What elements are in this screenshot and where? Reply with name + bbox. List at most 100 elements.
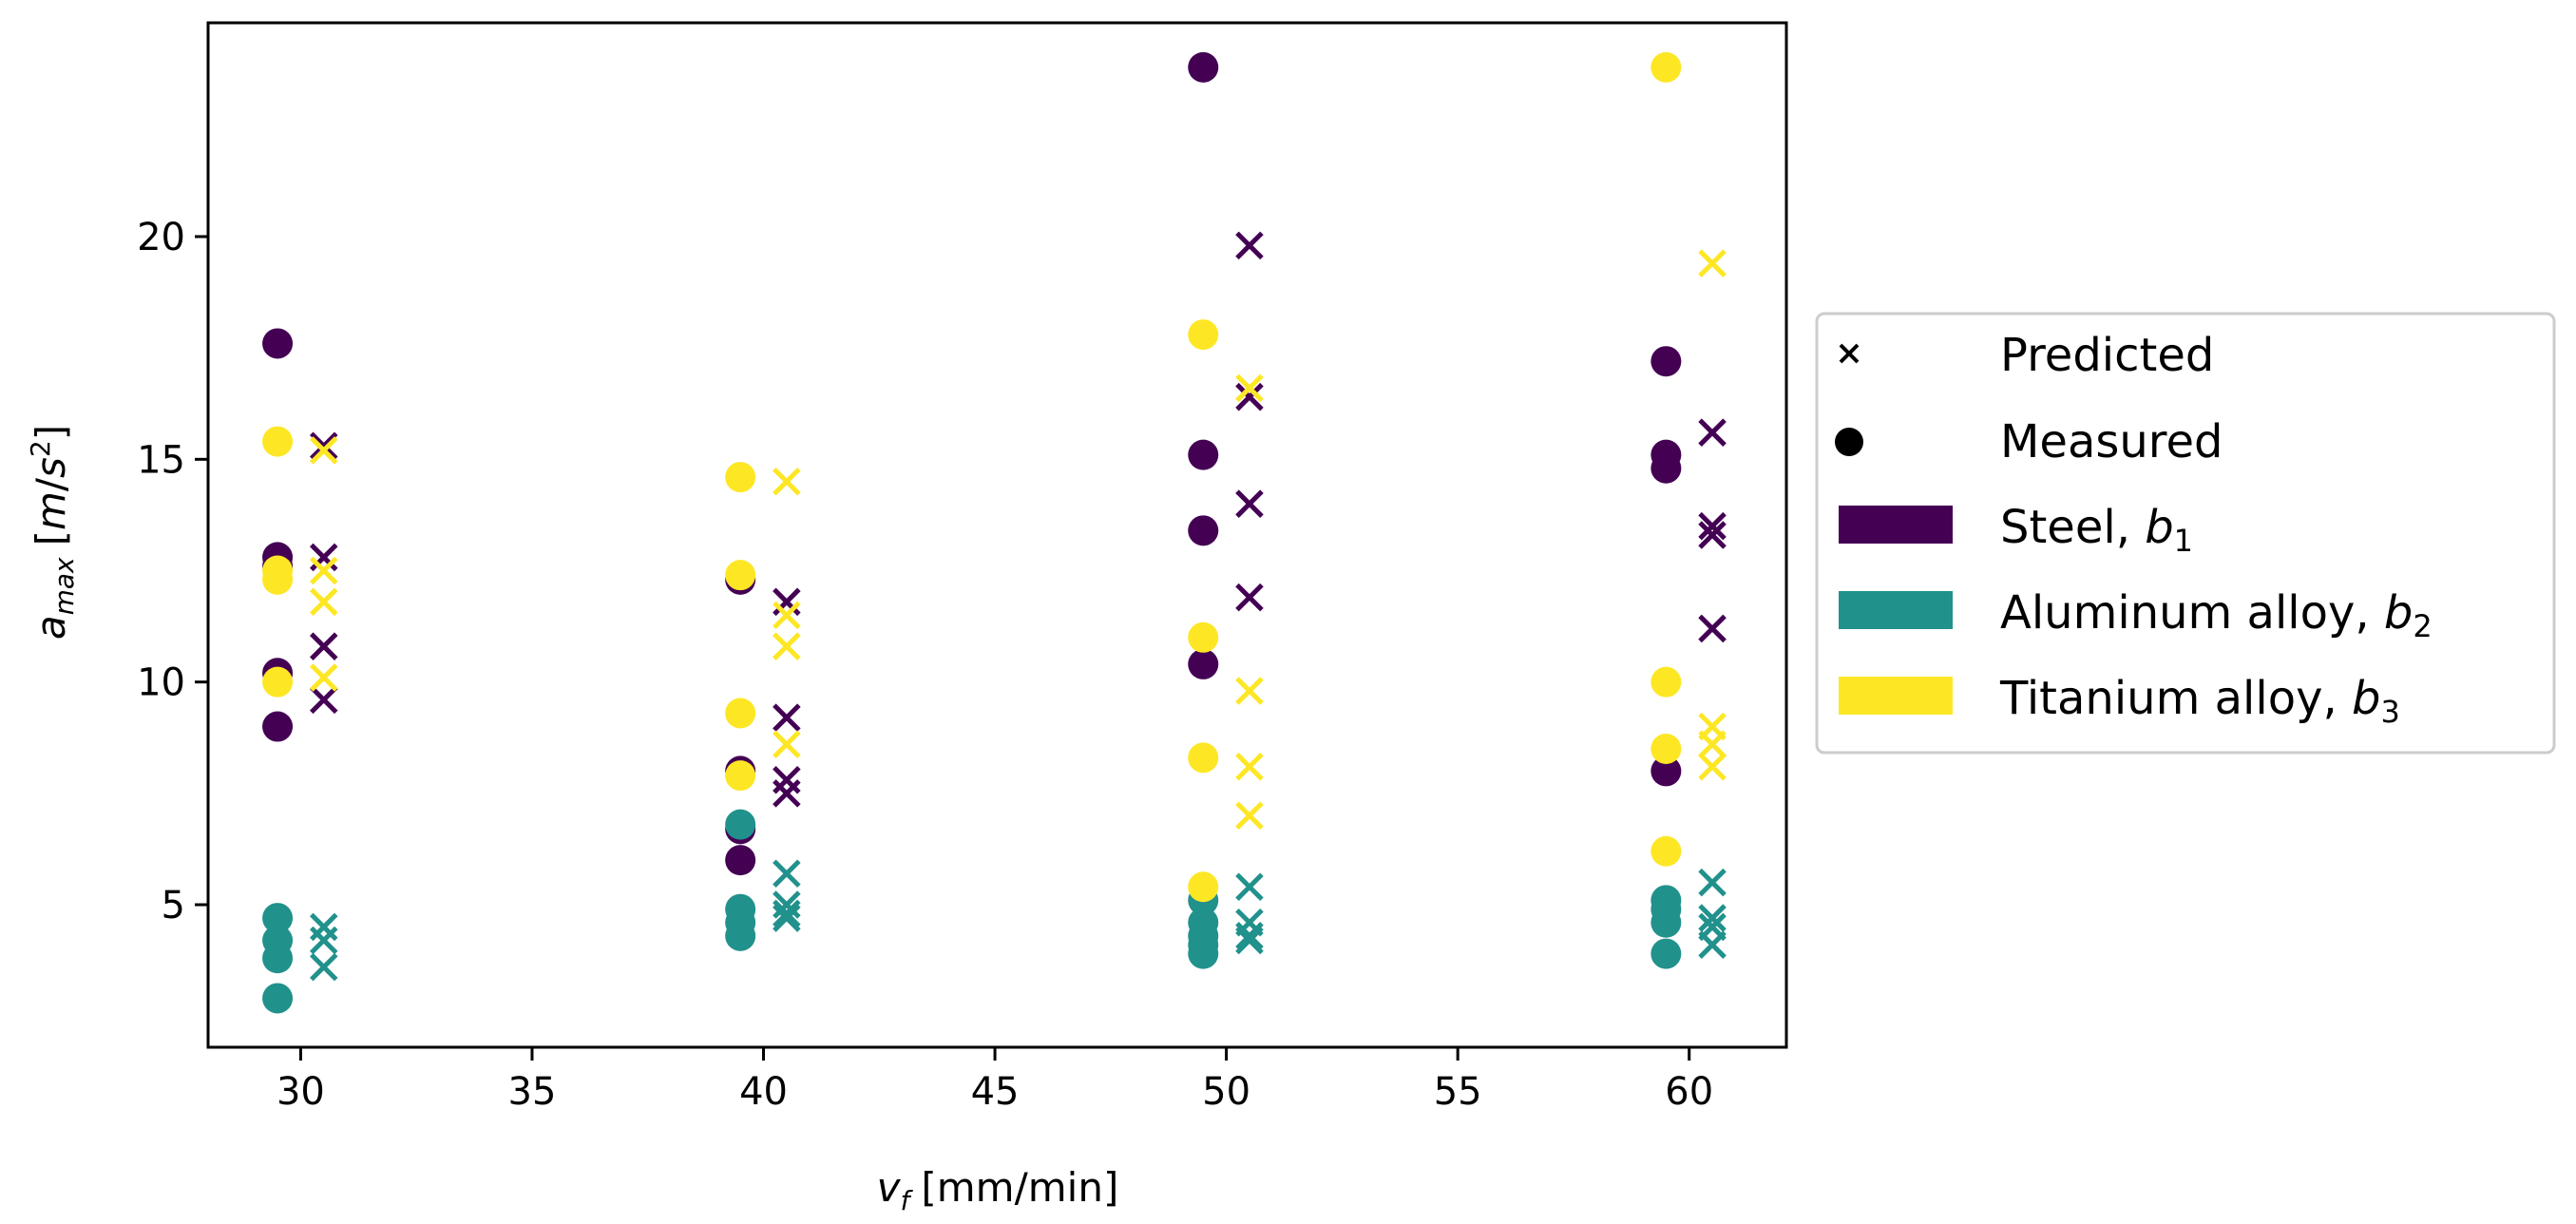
data-point-measured bbox=[725, 809, 756, 840]
x-tick-label: 40 bbox=[739, 1070, 788, 1114]
data-point-measured bbox=[1188, 51, 1219, 83]
data-point-measured bbox=[262, 711, 294, 742]
data-point-predicted bbox=[1235, 677, 1264, 705]
data-point-predicted bbox=[310, 436, 338, 465]
legend-label-measured: Measured bbox=[2000, 415, 2223, 469]
data-point-measured bbox=[725, 845, 756, 876]
legend-patch-steel bbox=[1839, 506, 1953, 544]
data-point-predicted bbox=[773, 779, 801, 808]
data-point-predicted bbox=[1698, 249, 1727, 277]
data-point-predicted bbox=[310, 926, 338, 955]
data-point-measured bbox=[1651, 938, 1682, 969]
legend-label-titanium: Titanium alloy, b3 bbox=[1999, 672, 2400, 730]
data-point-measured bbox=[262, 943, 294, 974]
data-point-measured bbox=[1651, 755, 1682, 787]
x-tick-label: 55 bbox=[1434, 1070, 1482, 1114]
data-point-predicted bbox=[1235, 801, 1264, 831]
y-axis-label: amax[m/s2] bbox=[25, 425, 80, 640]
data-point-predicted bbox=[1698, 730, 1727, 759]
x-tick-label: 30 bbox=[277, 1070, 325, 1114]
data-point-predicted bbox=[773, 730, 801, 759]
data-point-predicted bbox=[773, 601, 801, 630]
data-point-predicted bbox=[773, 467, 801, 496]
data-point-predicted bbox=[1235, 373, 1264, 403]
data-point-measured bbox=[262, 328, 294, 359]
data-point-measured bbox=[1188, 648, 1219, 679]
legend-patch-aluminum bbox=[1839, 591, 1953, 629]
data-point-predicted bbox=[1698, 930, 1727, 959]
data-point-measured bbox=[262, 666, 294, 698]
legend-frame bbox=[1815, 312, 2556, 755]
data-point-measured bbox=[1651, 907, 1682, 938]
data-point-predicted bbox=[1235, 872, 1264, 902]
data-point-predicted bbox=[1698, 904, 1727, 932]
data-point-predicted bbox=[310, 587, 338, 617]
legend-label-aluminum: Aluminum alloy, b2 bbox=[2000, 586, 2433, 644]
x-tick-label: 35 bbox=[508, 1070, 557, 1114]
data-point-predicted bbox=[773, 859, 801, 888]
data-point-measured bbox=[262, 983, 294, 1014]
data-point-predicted bbox=[773, 587, 801, 617]
data-point-measured bbox=[1188, 622, 1219, 653]
data-point-measured bbox=[1188, 938, 1219, 969]
data-point-predicted bbox=[1698, 521, 1727, 549]
data-point-predicted bbox=[1235, 231, 1264, 260]
data-point-predicted bbox=[1235, 922, 1264, 950]
data-point-predicted bbox=[1235, 583, 1264, 612]
data-point-measured bbox=[1188, 742, 1219, 774]
legend-patch-titanium bbox=[1839, 677, 1953, 715]
data-points bbox=[262, 51, 1727, 1014]
y-tick-label: 10 bbox=[137, 661, 185, 705]
data-point-measured bbox=[1651, 733, 1682, 764]
data-point-measured bbox=[725, 920, 756, 951]
data-point-measured bbox=[1188, 515, 1219, 546]
data-point-predicted bbox=[310, 912, 338, 942]
data-point-predicted bbox=[310, 543, 338, 572]
data-point-measured bbox=[725, 560, 756, 591]
data-point-measured bbox=[1188, 319, 1219, 351]
x-tick-label: 45 bbox=[971, 1070, 1020, 1114]
data-point-predicted bbox=[773, 766, 801, 794]
data-point-predicted bbox=[773, 899, 801, 928]
data-point-predicted bbox=[1698, 752, 1727, 781]
data-point-predicted bbox=[310, 663, 338, 692]
data-point-predicted bbox=[310, 431, 338, 461]
data-point-predicted bbox=[1698, 418, 1727, 447]
data-point-predicted bbox=[1235, 489, 1264, 518]
plot-frame bbox=[206, 21, 1788, 1049]
x-tick-label: 50 bbox=[1202, 1070, 1250, 1114]
y-tick-label: 20 bbox=[137, 216, 185, 259]
y-axis-ticks: 5 10 15 20 bbox=[137, 216, 208, 928]
data-point-measured bbox=[262, 564, 294, 595]
data-point-measured bbox=[262, 903, 294, 934]
data-point-predicted bbox=[773, 632, 801, 660]
data-point-predicted bbox=[773, 703, 801, 732]
data-point-measured bbox=[725, 760, 756, 792]
legend-marker-x bbox=[1839, 343, 1860, 364]
data-point-measured bbox=[1651, 666, 1682, 698]
data-point-measured bbox=[1651, 346, 1682, 377]
data-point-predicted bbox=[773, 904, 801, 932]
data-point-predicted bbox=[1698, 511, 1727, 541]
data-point-measured bbox=[725, 462, 756, 493]
data-point-measured bbox=[725, 698, 756, 729]
x-axis-ticks: 30 35 40 45 50 55 60 bbox=[277, 1047, 1713, 1114]
x-axis-label: vf [mm/min] bbox=[877, 1164, 1119, 1216]
data-point-measured bbox=[1651, 51, 1682, 83]
data-point-predicted bbox=[1698, 614, 1727, 643]
data-point-predicted bbox=[1698, 868, 1727, 897]
data-point-predicted bbox=[310, 632, 338, 660]
data-point-measured bbox=[1188, 439, 1219, 470]
y-tick-label: 15 bbox=[137, 438, 185, 482]
data-point-measured bbox=[1188, 871, 1219, 903]
data-point-measured bbox=[1651, 835, 1682, 867]
data-point-predicted bbox=[310, 556, 338, 585]
data-point-predicted bbox=[1235, 752, 1264, 781]
data-point-measured bbox=[1651, 452, 1682, 484]
data-point-predicted bbox=[310, 952, 338, 982]
legend-label-predicted: Predicted bbox=[2000, 329, 2214, 382]
x-tick-label: 60 bbox=[1665, 1070, 1713, 1114]
legend: Predicted Measured Steel, b1 Aluminum al… bbox=[1815, 312, 2556, 755]
legend-marker-dot bbox=[1835, 428, 1863, 456]
